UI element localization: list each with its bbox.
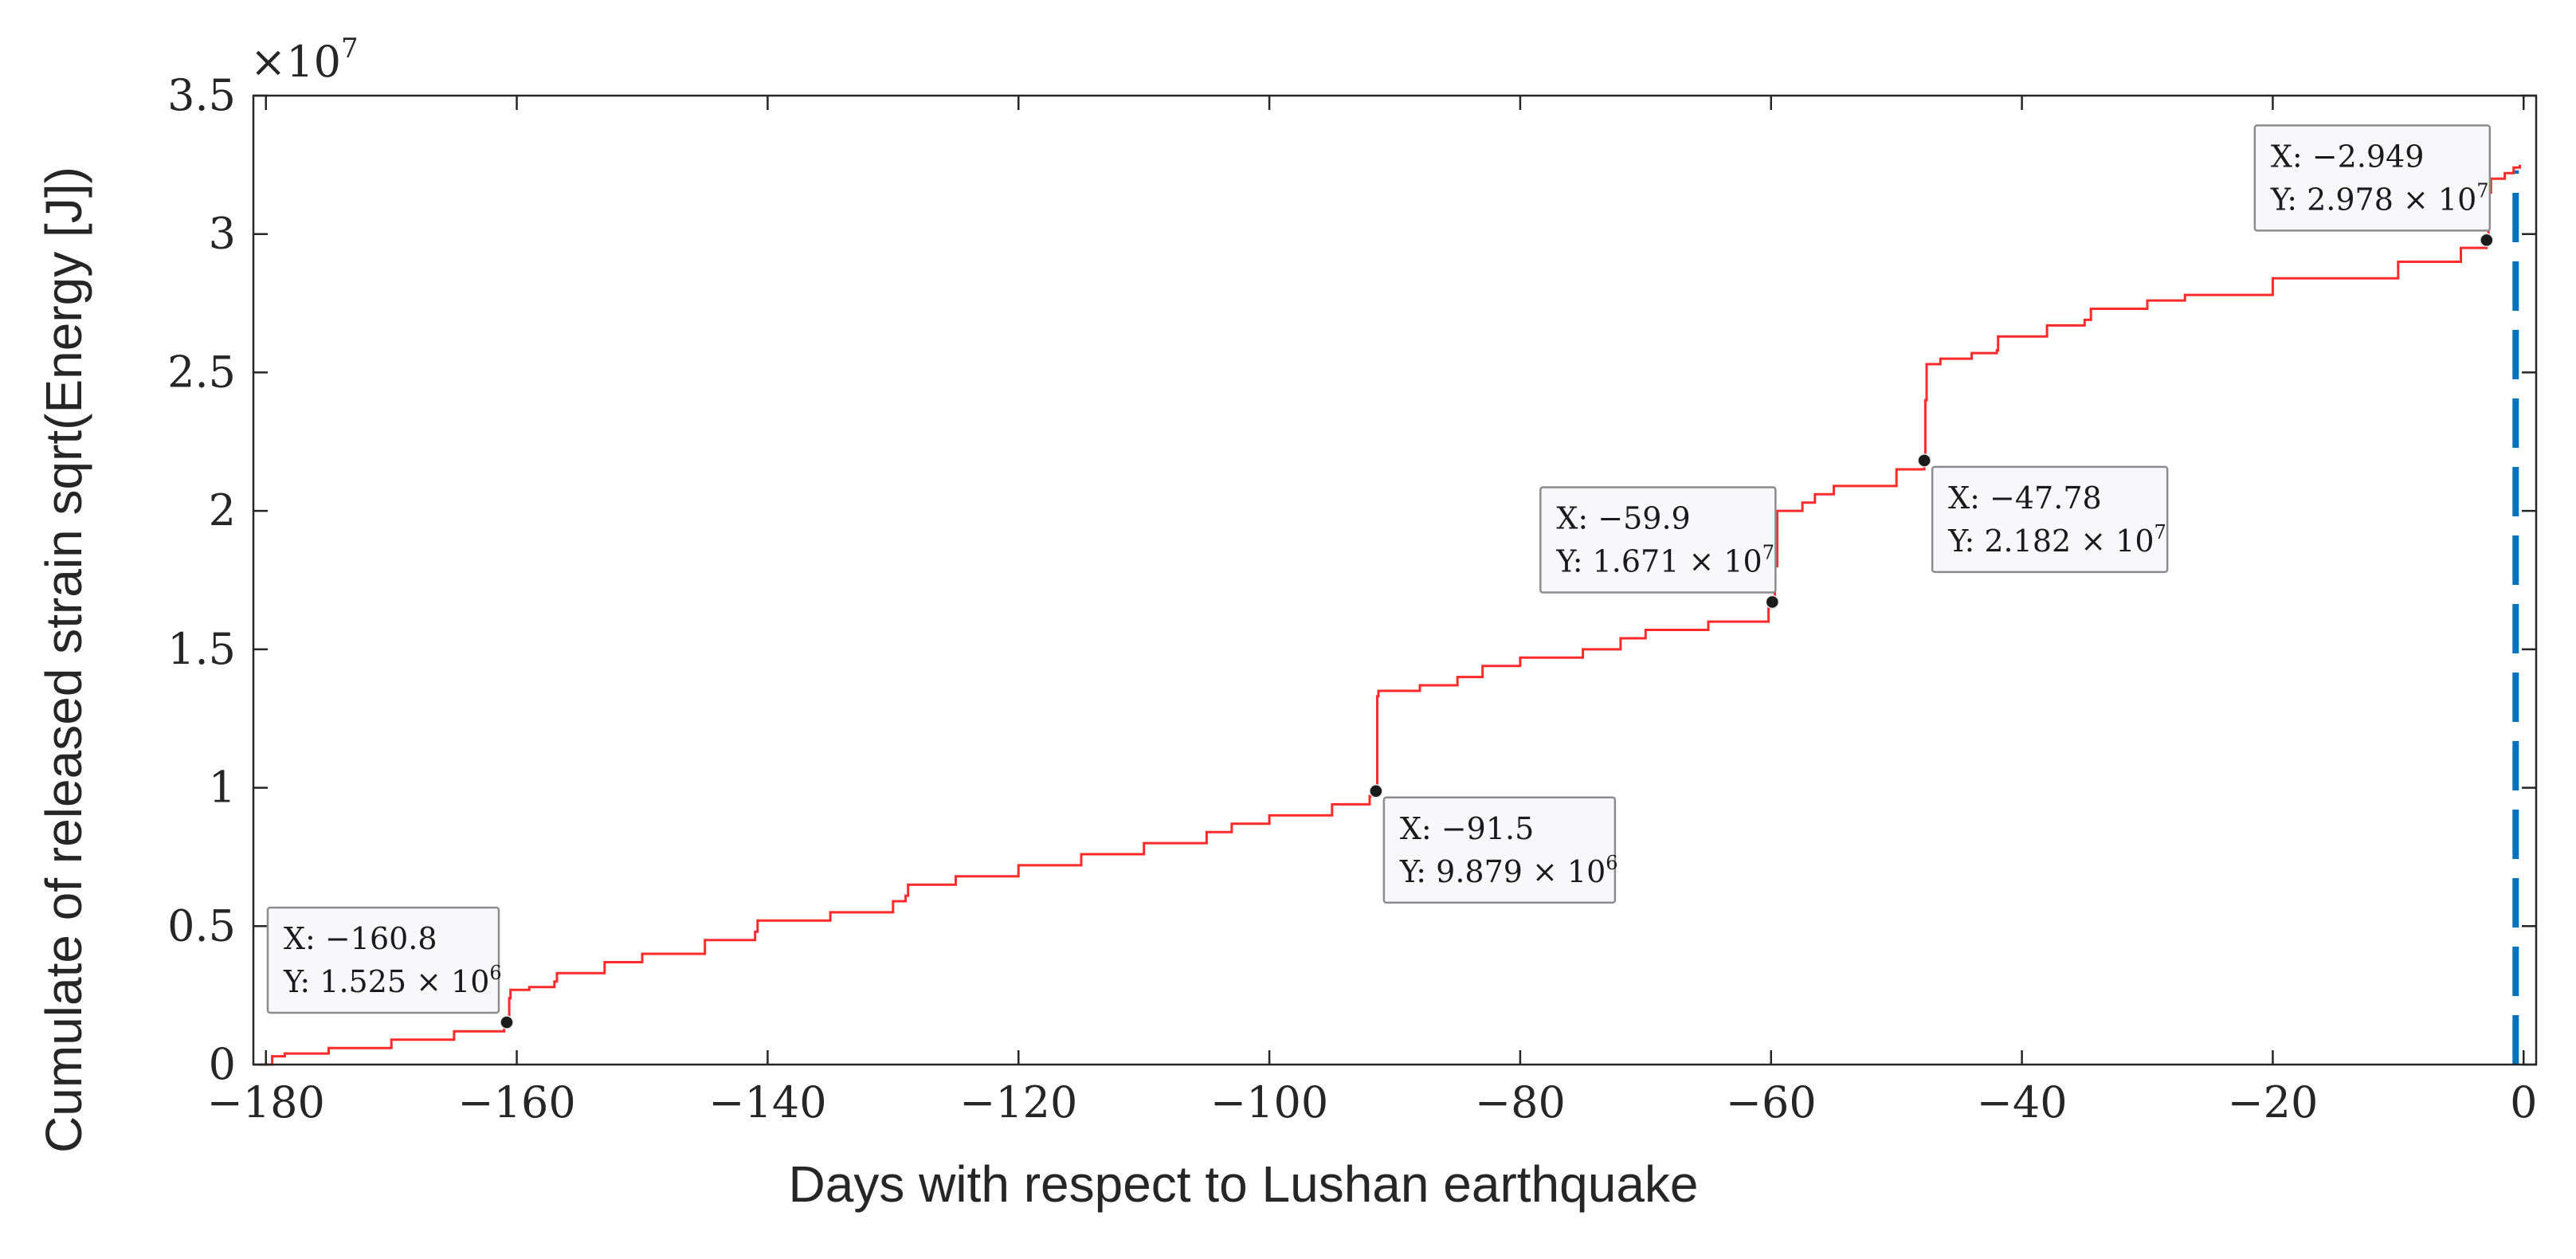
y-tick-label: 1: [209, 763, 236, 813]
x-tick-label: −40: [1977, 1077, 2068, 1128]
y-tick-label: 1.5: [167, 624, 236, 674]
datatip-box: [266, 906, 500, 1014]
datatip: X: −59.9 Y: 1.671 × 107: [1539, 486, 1780, 610]
series-layer: [259, 164, 2521, 1066]
datatip-x-text: X: −59.9: [1556, 500, 1690, 535]
datatip-y-text: Y: 2.182 × 107: [1947, 521, 2166, 559]
x-tick-label: −80: [1475, 1077, 1566, 1128]
datatip-y-text: Y: 1.525 × 106: [283, 962, 502, 999]
y-tick-label: 3.5: [167, 70, 236, 120]
axes-layer: −180 −160 −140 −120 −100 −80 −60 −40 −20 0 0 0.5 1 1.…: [167, 70, 2537, 1128]
x-tick-label: 0: [2510, 1077, 2537, 1128]
y-axis-label: Cumulate of released strain sqrt(Energy …: [35, 167, 92, 1153]
datatip-x-text: X: −2.949: [2271, 139, 2425, 174]
datatip-x-text: X: −91.5: [1400, 811, 1534, 846]
datatip-box: [1931, 465, 2169, 574]
y-tick-label: 2.5: [167, 347, 236, 397]
y-tick-label: 3: [209, 209, 236, 259]
datatip-y-exponent: 6: [489, 962, 501, 984]
y-tick-label: 2: [209, 485, 236, 535]
datatip: X: −47.78 Y: 2.182 × 107: [1917, 453, 2169, 574]
y-tick-label: 0: [209, 1039, 236, 1089]
datatip-y-exponent: 7: [2476, 179, 2488, 202]
x-tick-label: −180: [207, 1077, 325, 1128]
datatip-y-exponent: 7: [1762, 541, 1774, 563]
x-tick-label: −120: [959, 1077, 1077, 1128]
datatip-x-text: X: −160.8: [284, 921, 437, 956]
datatip-box: [1539, 486, 1777, 594]
x-tick-label: −140: [708, 1077, 826, 1128]
datatip-x-text: X: −47.78: [1948, 480, 2102, 516]
plot-frame: [252, 94, 2538, 1066]
datatip-marker: [1917, 453, 1931, 468]
series-line: [259, 164, 2521, 1066]
x-tick-label: −100: [1210, 1077, 1328, 1128]
datatip-y-exponent: 7: [2155, 521, 2166, 543]
x-axis-label: Days with respect to Lushan earthquake: [789, 1155, 1699, 1213]
datatip-box: [2253, 124, 2492, 232]
y-tick-label: 0.5: [167, 900, 236, 951]
datatip: X: −2.949 Y: 2.978 × 107: [2253, 124, 2494, 248]
x-tick-label: −160: [457, 1077, 575, 1128]
x-tick-label: −20: [2227, 1077, 2318, 1128]
y-axis-multiplier-exponent: 7: [341, 33, 359, 65]
y-axis-multiplier: ×107: [250, 33, 359, 87]
datatip-y-text: Y: 1.671 × 107: [1555, 541, 1774, 579]
datatips-layer: X: −160.8 Y: 1.525 × 106 X: −91.5 Y: 9.879 …: [266, 124, 2494, 1030]
datatip-y-exponent: 6: [1606, 852, 1617, 874]
datatip-marker: [1765, 594, 1780, 610]
datatip-marker: [2480, 233, 2494, 248]
datatip-y-text: Y: 2.978 × 107: [2270, 179, 2489, 217]
datatip: X: −91.5 Y: 9.879 × 106: [1369, 784, 1618, 904]
x-tick-label: −60: [1726, 1077, 1817, 1128]
datatip-marker: [500, 1015, 514, 1030]
datatip-y-text: Y: 9.879 × 106: [1399, 852, 1618, 889]
datatip-box: [1382, 796, 1617, 904]
datatip-marker: [1369, 784, 1383, 798]
datatip: X: −160.8 Y: 1.525 × 106: [266, 906, 514, 1030]
